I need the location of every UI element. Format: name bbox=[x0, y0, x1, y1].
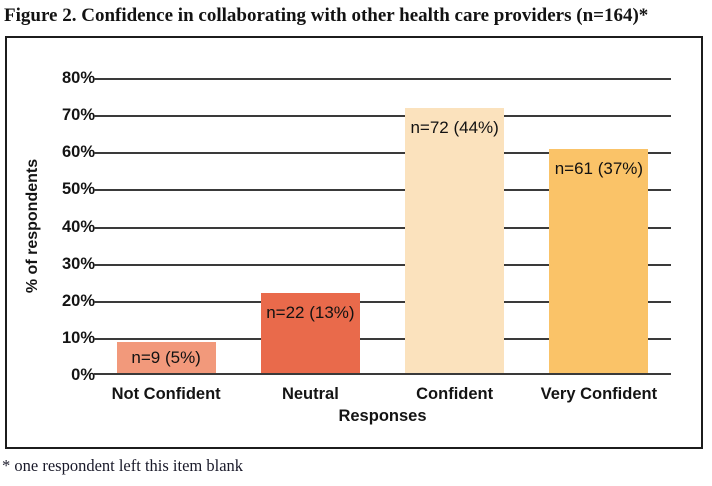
gridline-60 bbox=[94, 152, 671, 155]
bar-not-confident: n=9 (5%) bbox=[116, 341, 216, 373]
gridline-30 bbox=[94, 263, 671, 266]
x-category-label-not-confident: Not Confident bbox=[111, 385, 221, 403]
gridline-20 bbox=[94, 300, 671, 303]
bar-value-label: n=72 (44%) bbox=[410, 117, 499, 137]
x-category-label-confident: Confident bbox=[416, 385, 494, 403]
chart-frame: % of respondents 0% 10% 20% 30% 40% 50% 60% 70%… bbox=[5, 36, 703, 449]
bar-value-label: n=61 (37%) bbox=[554, 158, 644, 178]
bar-value-label: n=9 (5%) bbox=[131, 347, 201, 367]
gridline-0 bbox=[94, 373, 671, 375]
plot-area: n=9 (5%) n=22 (13%) n=72 (44%) n=61 (37%) bbox=[94, 78, 671, 375]
gridline-50 bbox=[94, 189, 671, 192]
y-tick-label-0: 0% bbox=[71, 366, 95, 384]
gridline-70 bbox=[94, 115, 671, 118]
y-tick-label-10: 10% bbox=[61, 328, 95, 347]
figure-title: Figure 2. Confidence in collaborating wi… bbox=[4, 5, 649, 26]
y-tick-label-60: 60% bbox=[61, 143, 95, 162]
bar-confident: n=72 (44%) bbox=[405, 107, 505, 373]
y-tick-label-80: 80% bbox=[61, 69, 95, 87]
bar-neutral: n=22 (13%) bbox=[260, 293, 360, 373]
gridline-10 bbox=[94, 337, 671, 340]
y-tick-label-40: 40% bbox=[61, 217, 95, 236]
y-tick-label-50: 50% bbox=[61, 180, 95, 199]
bar-very-confident: n=61 (37%) bbox=[549, 148, 649, 373]
x-category-label-neutral: Neutral bbox=[281, 385, 339, 403]
gridline-40 bbox=[94, 226, 671, 229]
footnote: * one respondent left this item blank bbox=[2, 456, 244, 475]
y-tick-label-30: 30% bbox=[61, 254, 95, 273]
bar-value-label: n=22 (13%) bbox=[266, 303, 355, 323]
x-axis-title: Responses bbox=[338, 407, 427, 425]
y-tick-label-20: 20% bbox=[61, 291, 95, 310]
y-tick-label-70: 70% bbox=[61, 106, 95, 125]
x-category-label-very-confident: Very Confident bbox=[540, 385, 658, 403]
gridline-80 bbox=[94, 78, 671, 80]
